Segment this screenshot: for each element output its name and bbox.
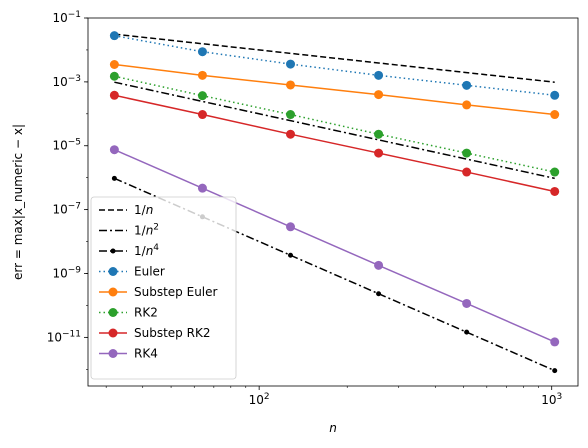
data-point bbox=[197, 47, 207, 57]
legend-marker bbox=[110, 248, 116, 254]
data-point bbox=[109, 90, 119, 100]
data-point bbox=[197, 91, 207, 101]
y-tick-label: 10−5 bbox=[52, 138, 81, 153]
data-point bbox=[286, 129, 296, 139]
series-line-0 bbox=[114, 33, 555, 83]
data-point bbox=[550, 186, 560, 196]
data-point bbox=[552, 368, 558, 374]
data-point bbox=[462, 167, 472, 177]
legend-entry: 1/n2 bbox=[134, 223, 159, 238]
x-axis: 102 103 bbox=[105, 386, 562, 407]
legend-entry: 1/n4 bbox=[134, 243, 159, 258]
legend-marker bbox=[108, 267, 118, 276]
data-point bbox=[462, 298, 472, 308]
data-point bbox=[288, 252, 294, 258]
data-point bbox=[374, 70, 384, 80]
legend-marker bbox=[108, 328, 118, 338]
data-point bbox=[197, 70, 207, 80]
data-point bbox=[111, 175, 117, 181]
data-point bbox=[462, 100, 472, 110]
data-point bbox=[286, 110, 296, 120]
data-point bbox=[286, 80, 296, 90]
legend-entry: Euler bbox=[134, 265, 165, 279]
y-tick-label: 10−7 bbox=[52, 202, 81, 217]
y-axis-label: err = max|x_numeric − x| bbox=[11, 124, 25, 280]
series-line-1 bbox=[114, 81, 555, 180]
y-axis: 10−1 10−3 10−5 10−7 10−9 10−11 bbox=[47, 10, 88, 370]
data-point bbox=[464, 329, 470, 335]
data-point bbox=[550, 167, 560, 177]
plot-frame bbox=[87, 17, 579, 387]
y-tick-label: 10−3 bbox=[52, 74, 81, 89]
series-line-6 bbox=[114, 94, 555, 193]
data-point bbox=[109, 31, 119, 41]
legend-entry: Substep Euler bbox=[134, 285, 218, 299]
x-tick-label: 102 bbox=[249, 392, 270, 407]
legend-entry: Substep RK2 bbox=[134, 326, 210, 340]
data-point bbox=[376, 291, 382, 297]
data-point bbox=[550, 90, 560, 100]
legend-marker bbox=[108, 308, 118, 317]
legend-marker bbox=[108, 287, 118, 297]
data-point bbox=[462, 80, 472, 90]
data-point bbox=[462, 148, 472, 158]
data-point bbox=[286, 222, 296, 232]
data-point bbox=[374, 90, 384, 100]
series-line-7 bbox=[114, 149, 556, 343]
data-point bbox=[374, 148, 384, 158]
legend-box bbox=[90, 196, 237, 380]
data-point bbox=[109, 71, 119, 81]
data-point bbox=[374, 129, 384, 139]
series-line-3 bbox=[114, 34, 555, 97]
y-tick-label: 10−9 bbox=[52, 265, 81, 280]
data-point bbox=[197, 110, 207, 120]
legend: 1/n 1/n2 1/n4 Euler Substep Euler RK2 Substep … bbox=[90, 196, 237, 380]
data-point bbox=[197, 183, 207, 193]
x-axis-label: n bbox=[329, 421, 337, 435]
data-point bbox=[374, 260, 384, 270]
series-line-4 bbox=[114, 63, 555, 116]
data-point bbox=[550, 337, 560, 347]
legend-entry: RK4 bbox=[134, 347, 158, 361]
series-line-5 bbox=[114, 75, 555, 173]
data-point bbox=[109, 145, 119, 155]
y-tick-label: 10−11 bbox=[47, 329, 81, 344]
data-point bbox=[550, 110, 560, 120]
legend-marker bbox=[108, 349, 118, 358]
data-point bbox=[109, 59, 119, 69]
x-tick-label: 103 bbox=[541, 392, 562, 407]
y-tick-label: 10−1 bbox=[52, 10, 81, 25]
legend-entry: RK2 bbox=[134, 306, 158, 320]
data-point bbox=[286, 59, 296, 69]
legend-entry: 1/n bbox=[134, 203, 153, 217]
